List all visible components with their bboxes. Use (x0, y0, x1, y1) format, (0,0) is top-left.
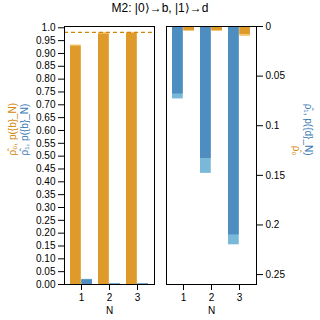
svg-text:0.00: 0.00 (36, 279, 56, 290)
svg-text:0.40: 0.40 (36, 176, 56, 187)
svg-text:0.90: 0.90 (36, 48, 56, 59)
svg-text:0.75: 0.75 (36, 86, 56, 97)
svg-text:2: 2 (209, 292, 215, 303)
svg-text:0.10: 0.10 (36, 253, 56, 264)
svg-text:0.1: 0.1 (266, 120, 280, 131)
svg-text:0.85: 0.85 (36, 60, 56, 71)
svg-text:1: 1 (79, 292, 85, 303)
svg-text:0.95: 0.95 (36, 35, 56, 46)
svg-text:1.0: 1.0 (42, 22, 56, 33)
svg-text:3: 3 (135, 292, 141, 303)
svg-text:ρ̂₀: ρ̂₀ (291, 146, 302, 156)
svg-text:1: 1 (181, 292, 187, 303)
svg-text:0.35: 0.35 (36, 189, 56, 200)
svg-text:ρ̂₁, p({b}_N): ρ̂₁, p({b}_N) (19, 104, 30, 156)
svg-text:0.50: 0.50 (36, 150, 56, 161)
svg-text:0.25: 0.25 (36, 215, 56, 226)
svg-text:0.05: 0.05 (36, 266, 56, 277)
svg-text:0: 0 (266, 21, 272, 32)
svg-text:0.55: 0.55 (36, 138, 56, 149)
svg-text:0.65: 0.65 (36, 112, 56, 123)
svg-text:0.15: 0.15 (36, 240, 56, 251)
svg-text:0.25: 0.25 (266, 269, 286, 280)
svg-text:0.60: 0.60 (36, 125, 56, 136)
svg-text:3: 3 (237, 292, 243, 303)
svg-text:ρ̂₁, p({d}_N): ρ̂₁, p({d}_N) (303, 104, 314, 156)
svg-text:0.45: 0.45 (36, 163, 56, 174)
svg-text:0.80: 0.80 (36, 73, 56, 84)
svg-text:0.05: 0.05 (266, 70, 286, 81)
svg-text:0.70: 0.70 (36, 99, 56, 110)
svg-text:N: N (208, 305, 215, 316)
svg-text:N: N (106, 305, 113, 316)
svg-text:0.30: 0.30 (36, 202, 56, 213)
svg-text:0.20: 0.20 (36, 227, 56, 238)
html-text:M2: |0⟩→b, |1⟩→d: M2: |0⟩→b, |1⟩→d (111, 1, 209, 15)
svg-text:ρ̂₀, p({b}_N): ρ̂₀, p({b}_N) (7, 103, 18, 156)
svg-text:2: 2 (107, 292, 113, 303)
svg-text:0.2: 0.2 (266, 219, 280, 230)
svg-text:0.15: 0.15 (266, 170, 286, 181)
